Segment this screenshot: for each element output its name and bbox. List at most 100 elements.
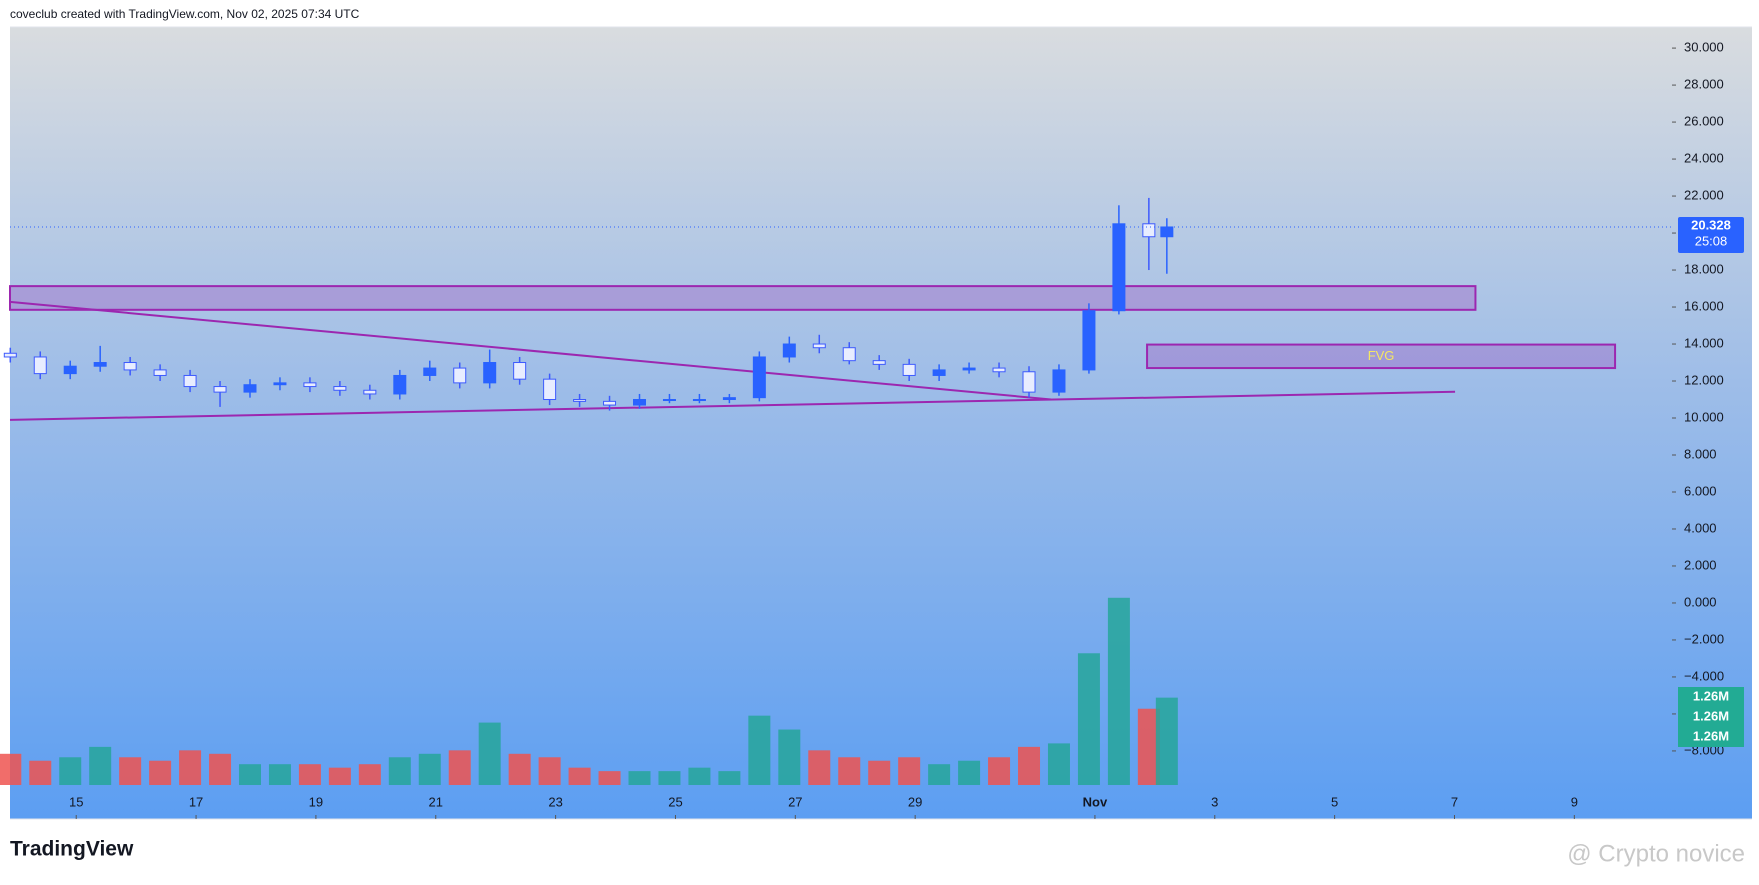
x-tick-label: 19: [309, 794, 323, 809]
volume-label: 1.26M: [1693, 728, 1729, 743]
candle-body: [63, 365, 77, 375]
candle-body: [483, 362, 497, 384]
candle-body: [1052, 369, 1066, 393]
volume-bar: [1018, 746, 1041, 785]
volume-bar: [598, 771, 621, 785]
volume-bar: [568, 767, 591, 785]
y-tick-label: 10.000: [1684, 409, 1724, 424]
x-tick-label: 25: [668, 794, 682, 809]
y-tick-label: 22.000: [1684, 187, 1724, 202]
last-price-label: 20.328: [1691, 217, 1731, 232]
candle-body: [153, 369, 167, 376]
candle-body: [932, 369, 946, 376]
volume-bar: [898, 757, 921, 785]
x-tick-label: 17: [189, 794, 203, 809]
y-tick-label: 4.000: [1684, 520, 1717, 535]
trendline: [9, 390, 1456, 421]
volume-bar: [0, 753, 22, 785]
candle-body: [333, 386, 347, 391]
watermark: @ Crypto novice: [1567, 840, 1745, 867]
candle-body: [1082, 310, 1096, 371]
volume-label-box: [1678, 687, 1744, 707]
candle-body: [633, 399, 647, 406]
x-tick-label: 27: [788, 794, 802, 809]
volume-bar: [358, 764, 381, 785]
x-tick-label: Nov: [1083, 794, 1108, 809]
volume-bar: [928, 764, 951, 785]
candle-body: [692, 399, 706, 402]
zone: [1146, 343, 1617, 370]
candle-body: [1142, 223, 1156, 238]
candle-body: [902, 363, 916, 376]
x-tick-label: 3: [1211, 794, 1218, 809]
countdown: 25:08: [1695, 233, 1728, 248]
candle-body: [1022, 371, 1036, 393]
volume-bar: [89, 746, 112, 785]
volume-bar: [1155, 697, 1178, 785]
candle-body: [752, 356, 766, 399]
volume-bar: [119, 757, 142, 785]
candle-body: [393, 374, 407, 395]
volume-bar: [958, 760, 981, 785]
volume-bar: [209, 753, 232, 785]
x-tick-label: 21: [429, 794, 443, 809]
candle-body: [842, 347, 856, 362]
volume-bar: [149, 760, 172, 785]
volume-bar: [808, 750, 831, 785]
candle-body: [1160, 226, 1174, 238]
candle-body: [3, 352, 17, 358]
volume-bar: [1107, 597, 1130, 785]
x-tick-label: 15: [69, 794, 83, 809]
volume-bar: [448, 750, 471, 785]
x-tick-label: 23: [548, 794, 562, 809]
volume-bar: [328, 767, 351, 785]
volume-bar: [988, 757, 1011, 785]
candle-body: [782, 343, 796, 358]
candle-body: [363, 389, 377, 395]
volume-label-box: [1678, 727, 1744, 747]
volume-bar: [418, 753, 441, 785]
volume-label: 1.26M: [1693, 688, 1729, 703]
zone-label: FVG: [1368, 348, 1395, 363]
y-tick-label: 28.000: [1684, 77, 1724, 92]
x-tick-label: 5: [1331, 794, 1338, 809]
plot-background: [10, 27, 1672, 819]
candle-body: [513, 362, 527, 380]
candle-body: [453, 367, 467, 384]
last-price-box: [1678, 216, 1744, 253]
candle-body: [722, 397, 736, 401]
y-tick-label: −2.000: [1684, 631, 1724, 646]
volume-bar: [1137, 708, 1160, 785]
y-tick-label: 14.000: [1684, 335, 1724, 350]
candle-body: [93, 362, 107, 367]
volume-bar: [238, 764, 261, 785]
candle-body: [423, 367, 437, 376]
volume-bar: [658, 771, 681, 785]
candle-body: [33, 356, 47, 375]
candle-body: [662, 399, 676, 402]
volume-bar: [748, 715, 771, 785]
x-tick-label: 9: [1571, 794, 1578, 809]
candle-body: [962, 367, 976, 371]
candle-body: [243, 384, 257, 393]
y-tick-label: 24.000: [1684, 150, 1724, 165]
volume-bar: [628, 771, 651, 785]
candle-body: [213, 386, 227, 393]
candle-body: [1112, 223, 1126, 312]
y-tick-label: 12.000: [1684, 372, 1724, 387]
volume-bar: [59, 757, 82, 785]
volume-bar: [388, 757, 411, 785]
y-tick-label: 2.000: [1684, 557, 1717, 572]
candle-body: [123, 362, 137, 371]
volume-label: 1.26M: [1693, 708, 1729, 723]
y-tick-label: −4.000: [1684, 668, 1724, 683]
volume-bar: [1077, 653, 1100, 785]
y-tick-label: 8.000: [1684, 446, 1717, 461]
volume-bar: [298, 764, 321, 785]
volume-label-box: [1678, 707, 1744, 727]
trendline: [9, 300, 1052, 401]
candle-body: [303, 382, 317, 388]
volume-bar: [868, 760, 891, 785]
